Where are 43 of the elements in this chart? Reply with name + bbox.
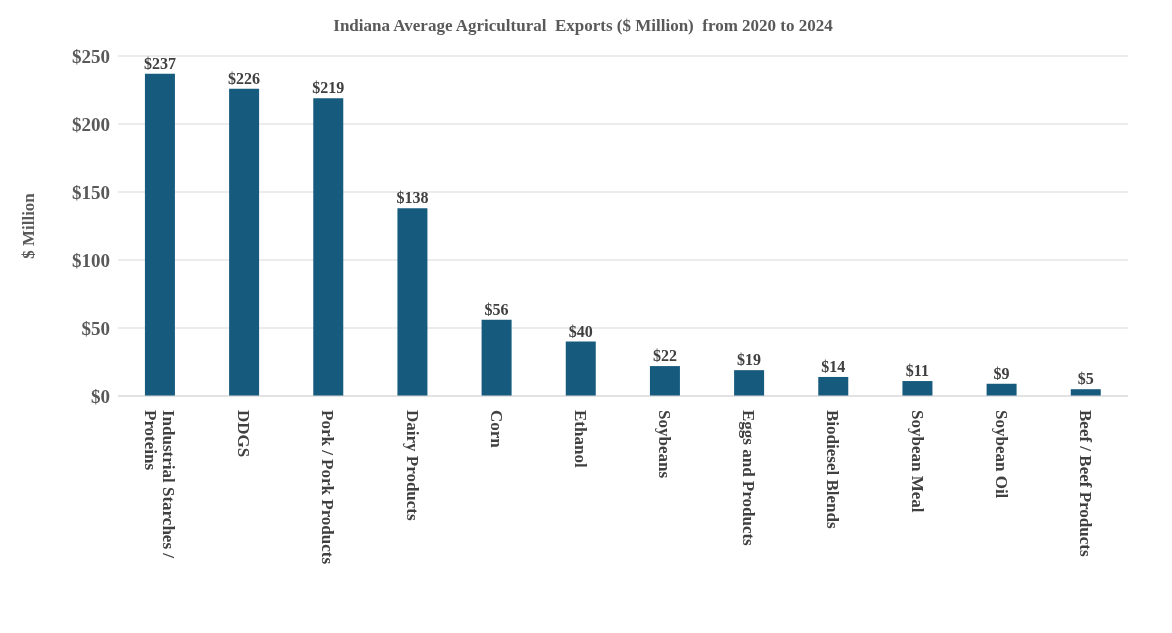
y-tick-label: $100 <box>72 249 110 271</box>
x-tick-label: Beef / Beef Products <box>1075 410 1095 557</box>
x-tick-label: Soybeans <box>655 410 675 479</box>
x-tick-label: Corn <box>486 410 506 449</box>
bar <box>902 381 933 396</box>
bar <box>229 88 260 396</box>
data-label: $219 <box>312 79 345 97</box>
data-label: $14 <box>821 357 846 375</box>
data-label: $56 <box>484 300 509 318</box>
x-tick-label: Industrial Starches / Proteins <box>141 410 179 559</box>
chart-title: Indiana Average Agricultural Exports ($ Million) from 2020 to 2024 <box>332 15 834 36</box>
data-label: $138 <box>396 189 429 207</box>
bar <box>649 366 680 396</box>
data-label: $40 <box>568 322 593 340</box>
data-label: $22 <box>652 347 677 365</box>
bar <box>144 73 175 396</box>
y-axis-title: $ Million <box>19 192 39 259</box>
data-label: $9 <box>993 364 1010 382</box>
x-tick-label: Soybean Oil <box>991 410 1011 499</box>
data-label: $19 <box>737 351 762 369</box>
data-label: $237 <box>143 54 176 72</box>
y-tick-label: $200 <box>72 113 110 135</box>
data-label: $5 <box>1077 370 1094 388</box>
x-tick-label: Biodiesel Blends <box>823 410 843 529</box>
y-tick-label: $150 <box>72 181 110 203</box>
x-tick-label: Dairy Products <box>402 410 422 522</box>
bar <box>818 376 849 396</box>
bar <box>481 319 512 396</box>
bar <box>986 383 1017 396</box>
x-tick-label: DDGS <box>234 410 254 458</box>
x-tick-label: Ethanol <box>570 410 590 468</box>
x-tick-label: Pork / Pork Products <box>318 410 338 565</box>
y-tick-label: $50 <box>81 317 110 339</box>
x-tick-label: Soybean Meal <box>907 410 927 513</box>
bar <box>565 341 596 396</box>
y-tick-label: $0 <box>91 385 110 407</box>
bar <box>734 370 765 396</box>
bar <box>313 98 344 396</box>
data-label: $226 <box>228 69 261 87</box>
y-tick-label: $250 <box>72 45 110 67</box>
data-label: $11 <box>905 362 929 380</box>
bar <box>397 208 428 396</box>
x-tick-label: Eggs and Products <box>739 410 759 547</box>
